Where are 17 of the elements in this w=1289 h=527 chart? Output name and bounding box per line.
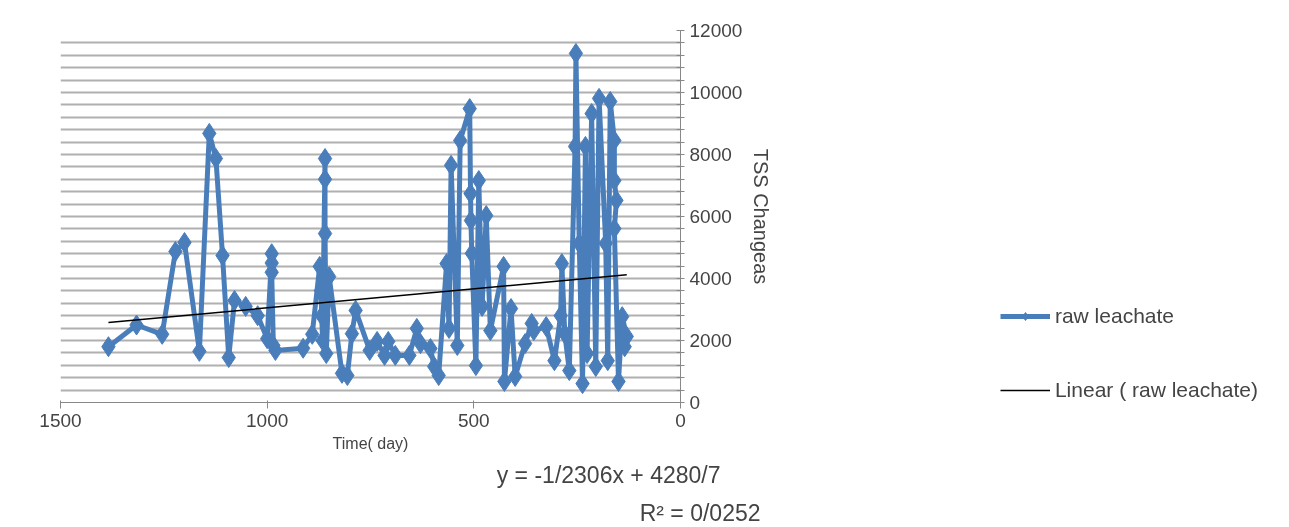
legend-label: Linear ( raw leachate) — [1054, 378, 1259, 402]
x-tick-label: 1500 — [39, 409, 82, 431]
x-tick-label: 500 — [457, 409, 490, 431]
y-axis-title: TSS Changeas — [750, 148, 773, 285]
x-tick-label: 1000 — [246, 409, 289, 431]
text: y = -1/2306x + 4280/7 — [496, 461, 721, 488]
y-tick-label: 2000 — [689, 330, 732, 351]
y-tick-label: 6000 — [689, 206, 732, 227]
y-tick-label: 10000 — [689, 82, 743, 103]
y-tick-label: 0 — [689, 392, 701, 413]
y-tick-label: 4000 — [689, 268, 732, 289]
legend-label: raw leachate — [1054, 304, 1175, 328]
x-axis-title: Time( day) — [332, 434, 409, 452]
text: R² = 0/0252 — [639, 499, 761, 526]
y-tick-label: 8000 — [689, 144, 732, 165]
y-tick-label: 12000 — [689, 20, 743, 41]
x-tick-label: 0 — [675, 409, 686, 431]
